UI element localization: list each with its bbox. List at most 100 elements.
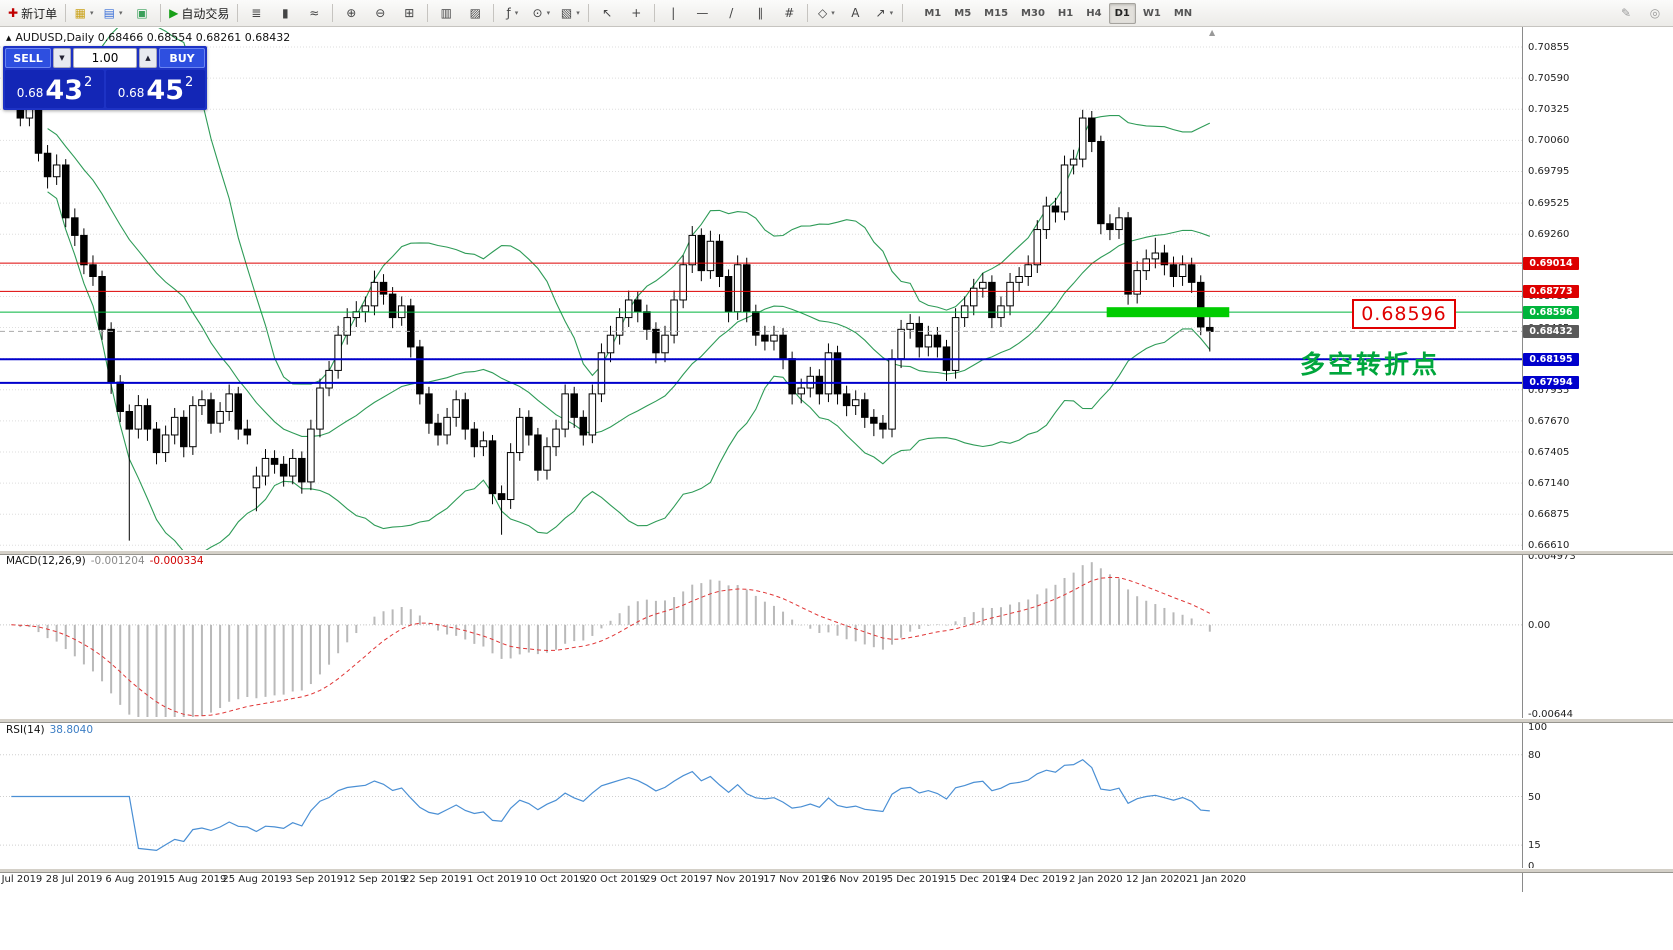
macd-axis-label: 0.004973 — [1528, 551, 1576, 562]
price-axis-label: 0.70060 — [1528, 135, 1570, 147]
sell-price-sup: 2 — [84, 75, 93, 90]
zoom-in-button[interactable]: ⊕ — [337, 2, 365, 25]
date-axis-label: 12 Sep 2019 — [342, 874, 407, 885]
line-chart-button[interactable]: ≈ — [300, 2, 328, 25]
bar-chart-button[interactable]: ≣ — [242, 2, 270, 25]
collapse-arrow-icon[interactable]: ▲ — [6, 33, 12, 42]
pane-separator-macd[interactable] — [0, 550, 1673, 555]
price-axis-label: 0.67140 — [1528, 478, 1570, 490]
toolbar-separator — [807, 4, 809, 22]
auto-trading-icon: ▶ — [169, 6, 179, 20]
fibonacci-button[interactable]: # — [775, 2, 803, 25]
date-axis-label: 7 Nov 2019 — [706, 874, 765, 885]
date-axis-label: 24 Dec 2019 — [1003, 874, 1068, 885]
price-tag: 0.68195 — [1523, 352, 1579, 366]
toolbar-separator — [654, 4, 656, 22]
date-axis-label: 26 Nov 2019 — [823, 874, 888, 885]
market-watch-icon: ▣ — [136, 6, 148, 20]
horizontal-line-icon: — — [696, 6, 709, 20]
horizontal-line-button[interactable]: — — [688, 2, 716, 25]
search-icon: ◎ — [1649, 6, 1661, 20]
price-axis-label: 0.66610 — [1528, 540, 1570, 552]
market-watch-button[interactable]: ▣ — [128, 2, 156, 25]
cascade-windows-button[interactable]: ▨ — [461, 2, 489, 25]
timeframe-M15[interactable]: M15 — [984, 7, 1009, 19]
timeframe-H4[interactable]: H4 — [1086, 7, 1102, 19]
templates-button[interactable]: ▧ ▾ — [556, 2, 584, 25]
toolbar-separator — [902, 4, 904, 22]
cursor-button[interactable]: ↖ — [593, 2, 621, 25]
caret-down-icon: ▾ — [118, 9, 123, 17]
date-axis-label: 20 Oct 2019 — [584, 874, 646, 885]
zoom-out-button[interactable]: ⊖ — [366, 2, 394, 25]
timeframe-MN[interactable]: MN — [1173, 7, 1193, 19]
timeframe-M1[interactable]: M1 — [924, 7, 942, 19]
candlestick-chart-button[interactable]: ▮ — [271, 2, 299, 25]
profiles-button[interactable]: ▤ ▾ — [99, 2, 127, 25]
price-tag: 0.67994 — [1523, 376, 1579, 390]
pane-separator-xaxis — [0, 868, 1673, 873]
price-axis-label: 0.67935 — [1528, 384, 1570, 396]
text-icon: A — [851, 6, 860, 20]
trendline-button[interactable]: / — [717, 2, 745, 25]
horizontal-lines[interactable] — [0, 262, 1522, 384]
timeframe-H1[interactable]: H1 — [1057, 7, 1074, 19]
symbol-ohlc-text: AUDUSD,Daily 0.68466 0.68554 0.68261 0.6… — [15, 31, 291, 44]
caret-down-icon: ▾ — [889, 9, 894, 17]
date-axis-label: 21 Jan 2020 — [1186, 874, 1246, 885]
date-axis-label: 18 Jul 2019 — [0, 874, 43, 885]
edit-icon: ✎ — [1620, 6, 1632, 20]
search-button[interactable]: ◎ — [1641, 2, 1669, 25]
edit-button[interactable]: ✎ — [1612, 2, 1640, 25]
buy-price-big: 45 — [146, 75, 184, 107]
tile-windows-button[interactable]: ⊞ — [395, 2, 423, 25]
buy-price-button[interactable]: 0.68 45 2 — [106, 70, 205, 108]
new-order-button-label: 新订单 — [21, 6, 58, 21]
macd-axis-label: -0.00644 — [1528, 709, 1573, 720]
timeframe-D1[interactable]: D1 — [1108, 2, 1136, 24]
crosshair-button[interactable]: + — [622, 2, 650, 25]
vertical-line-button[interactable]: | — [659, 2, 687, 25]
timeframe-W1[interactable]: W1 — [1142, 7, 1161, 19]
sell-button[interactable]: SELL — [5, 48, 51, 68]
fibonacci-icon: # — [784, 6, 795, 20]
auto-trading-button[interactable]: ▶ 自动交易 — [165, 2, 233, 25]
pivot-note-text[interactable]: 多空转折点 — [1300, 350, 1441, 379]
new-order-button[interactable]: ✚ 新订单 — [4, 2, 61, 25]
periods-icon: ⊙ — [532, 6, 543, 20]
volume-input[interactable] — [73, 48, 137, 68]
periods-button[interactable]: ⊙ ▾ — [527, 2, 555, 25]
arrows-button[interactable]: ↗ ▾ — [870, 2, 898, 25]
price-annotation-box[interactable]: 0.68596 — [1352, 299, 1456, 329]
chart-shift-marker[interactable]: ▲ — [1209, 28, 1216, 37]
indicators-button[interactable]: ƒ ▾ — [498, 2, 526, 25]
new-chart-button[interactable]: ▦ ▾ — [70, 2, 98, 25]
timeframe-M5[interactable]: M5 — [954, 7, 972, 19]
rsi-value: 38.8040 — [49, 724, 94, 736]
sell-price-prefix: 0.68 — [16, 86, 44, 100]
timeframe-M30[interactable]: M30 — [1021, 7, 1045, 19]
rsi-axis-label: 50 — [1528, 791, 1541, 803]
text-button[interactable]: A — [841, 2, 869, 25]
toolbar-separator — [160, 4, 162, 22]
buy-price-sup: 2 — [185, 75, 194, 90]
date-axis-label: 6 Aug 2019 — [105, 874, 164, 885]
arrange-windows-button[interactable]: ▥ — [432, 2, 460, 25]
buy-button[interactable]: BUY — [159, 48, 205, 68]
shapes-icon: ◇ — [817, 6, 828, 20]
shapes-button[interactable]: ◇ ▾ — [812, 2, 840, 25]
toolbar-separator — [427, 4, 429, 22]
caret-down-icon: ▾ — [514, 9, 519, 17]
pane-separator-rsi[interactable] — [0, 718, 1673, 723]
toolbar-separator — [65, 4, 67, 22]
price-axis-label: 0.67670 — [1528, 415, 1570, 427]
channel-button[interactable]: ∥ — [746, 2, 774, 25]
volume-decrement-button[interactable]: ▼ — [53, 48, 71, 68]
date-axis-label: 12 Jan 2020 — [1125, 874, 1186, 885]
auto-trading-button-label: 自动交易 — [181, 6, 230, 21]
sell-price-button[interactable]: 0.68 43 2 — [5, 70, 104, 108]
candles — [7, 67, 1214, 541]
main-grid — [0, 46, 1522, 546]
volume-increment-button[interactable]: ▲ — [139, 48, 157, 68]
